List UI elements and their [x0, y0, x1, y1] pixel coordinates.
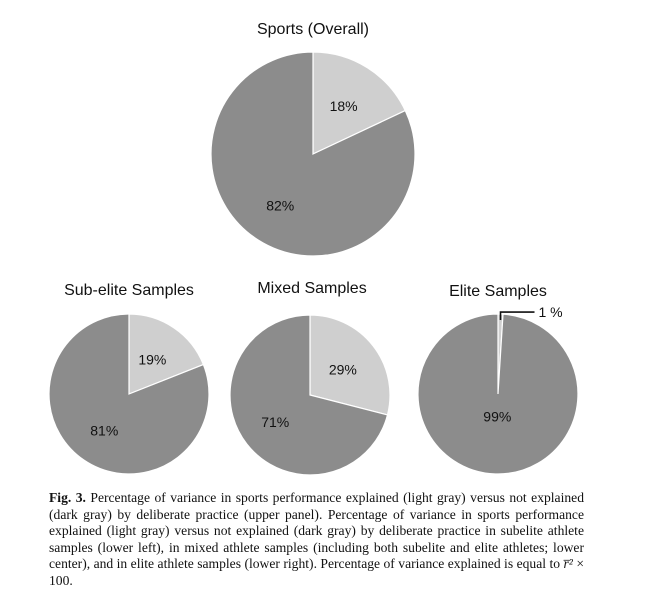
pie-chart-panels: Sports (Overall) 18% 82% Sub-elite Samples 1… — [48, 21, 579, 476]
sub-elite-samples-label-not-explained: 81% — [90, 422, 118, 438]
elite-samples-label-explained: 1 % — [539, 304, 563, 320]
mixed-samples-title: Mixed Samples — [257, 280, 366, 297]
sub-elite-samples-slice-not-explained — [48, 313, 210, 475]
caption-text-end: × 100. — [49, 556, 584, 588]
sports-overall-pie: Sports (Overall) 18% 82% — [210, 21, 416, 257]
elite-samples-leader-line — [499, 311, 535, 321]
caption-text: Percentage of variance in sports perform… — [49, 490, 584, 572]
sports-overall-title: Sports (Overall) — [257, 21, 369, 38]
mixed-samples-slice-explained — [309, 314, 391, 416]
sub-elite-samples-title: Sub-elite Samples — [64, 282, 194, 299]
caption-formula: r̅² — [563, 556, 573, 572]
figure-caption: Fig. 3. Percentage of variance in sports… — [49, 490, 584, 590]
sub-elite-samples-pie: Sub-elite Samples 19% 81% — [48, 282, 210, 475]
mixed-samples-label-not-explained: 71% — [261, 414, 289, 430]
mixed-samples-pie: Mixed Samples 29% 71% — [229, 280, 391, 476]
elite-samples-label-not-explained: 99% — [483, 408, 511, 424]
elite-samples-title: Elite Samples — [449, 283, 547, 300]
sports-overall-slice-not-explained — [210, 51, 416, 257]
mixed-samples-label-explained: 29% — [329, 362, 357, 378]
sports-overall-label-not-explained: 82% — [266, 198, 294, 214]
elite-samples-pie: Elite Samples 1 % 99% — [417, 283, 579, 475]
sub-elite-samples-label-explained: 19% — [138, 352, 166, 368]
sub-elite-samples-slice-explained — [128, 313, 205, 395]
elite-samples-slice-not-explained — [417, 313, 579, 475]
figure-label: Fig. 3. — [49, 490, 86, 505]
mixed-samples-slice-not-explained — [229, 314, 389, 476]
sports-overall-label-explained: 18% — [330, 98, 358, 114]
sports-overall-slice-explained — [312, 51, 407, 155]
